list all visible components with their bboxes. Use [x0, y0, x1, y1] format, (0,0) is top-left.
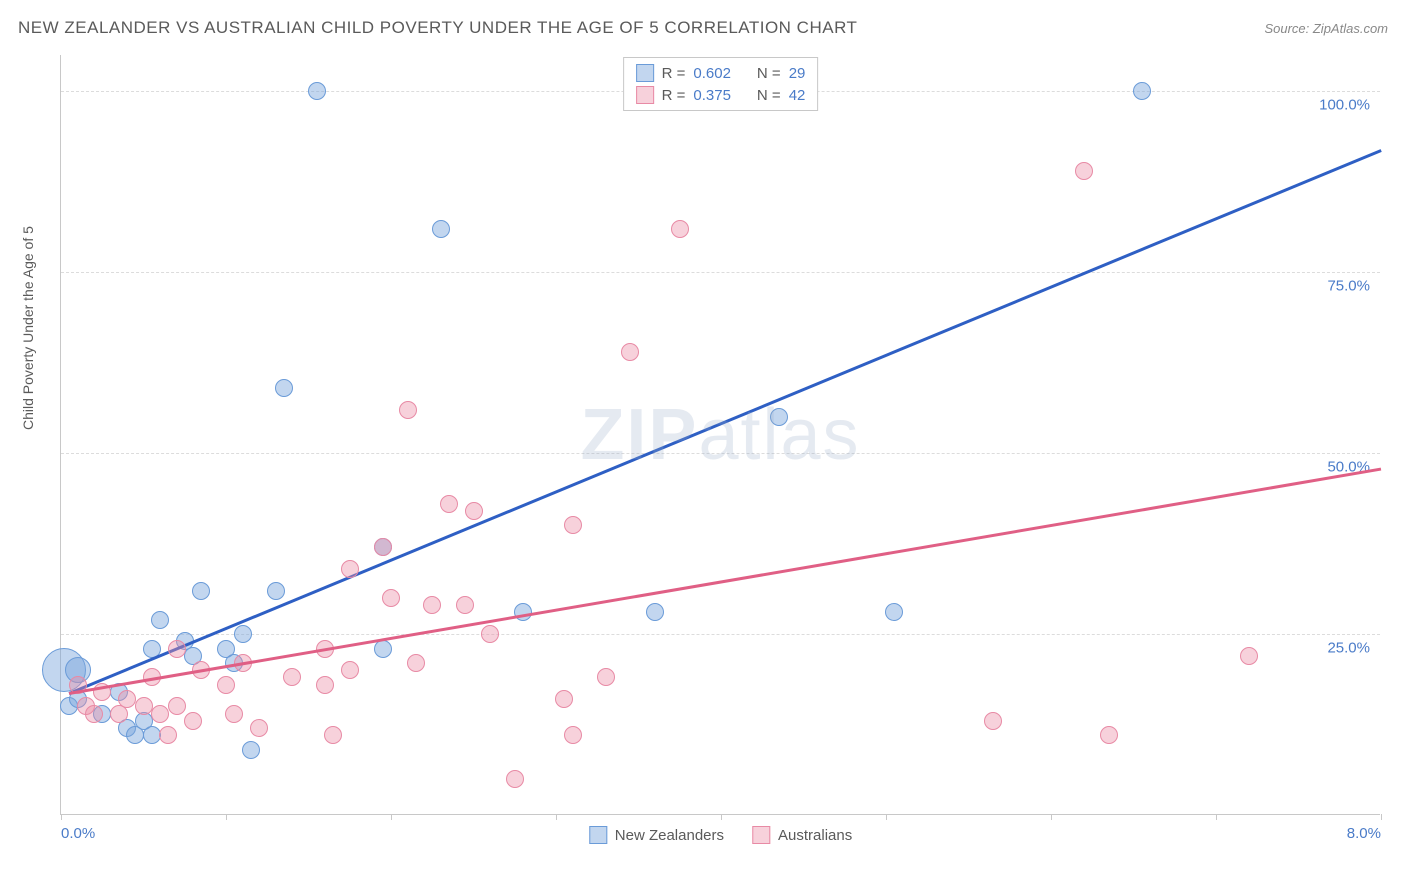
gridline [61, 634, 1380, 635]
legend-item-au: Australians [752, 826, 852, 844]
y-tick-label: 25.0% [1327, 640, 1370, 657]
gridline [61, 453, 1380, 454]
scatter-point [308, 82, 326, 100]
scatter-point [465, 502, 483, 520]
source-attribution: Source: ZipAtlas.com [1264, 21, 1388, 36]
x-tick [61, 814, 62, 820]
scatter-point [143, 726, 161, 744]
scatter-point [399, 401, 417, 419]
scatter-point [382, 589, 400, 607]
scatter-point [242, 741, 260, 759]
scatter-point [234, 625, 252, 643]
r-value-au: 0.375 [693, 87, 731, 104]
y-tick-label: 75.0% [1327, 278, 1370, 295]
scatter-point [440, 495, 458, 513]
plot-area: ZIPatlas R = 0.602 N = 29 R = 0.375 N = … [60, 55, 1380, 815]
scatter-point [168, 640, 186, 658]
x-tick [1051, 814, 1052, 820]
scatter-point [168, 697, 186, 715]
scatter-point [374, 538, 392, 556]
y-axis-label: Child Poverty Under the Age of 5 [20, 226, 36, 430]
scatter-point [151, 705, 169, 723]
scatter-point [267, 582, 285, 600]
scatter-point [407, 654, 425, 672]
r-value-nz: 0.602 [693, 65, 731, 82]
scatter-point [597, 668, 615, 686]
legend-label-au: Australians [778, 827, 852, 844]
scatter-point [135, 697, 153, 715]
gridline [61, 272, 1380, 273]
scatter-point [283, 668, 301, 686]
scatter-point [646, 603, 664, 621]
y-tick-label: 100.0% [1319, 97, 1370, 114]
scatter-point [118, 690, 136, 708]
x-tick [226, 814, 227, 820]
scatter-point [85, 705, 103, 723]
scatter-point [316, 676, 334, 694]
x-tick-label: 8.0% [1347, 825, 1381, 842]
legend-swatch-nz [636, 64, 654, 82]
scatter-point [159, 726, 177, 744]
scatter-point [885, 603, 903, 621]
scatter-point [341, 661, 359, 679]
watermark-bold: ZIP [580, 395, 698, 475]
legend-label-nz: New Zealanders [615, 827, 724, 844]
scatter-point [184, 712, 202, 730]
scatter-point [225, 705, 243, 723]
scatter-point [456, 596, 474, 614]
legend-swatch-nz [589, 826, 607, 844]
correlation-row-au: R = 0.375 N = 42 [636, 84, 806, 106]
legend-swatch-au [752, 826, 770, 844]
scatter-point [374, 640, 392, 658]
scatter-point [671, 220, 689, 238]
r-label: R = [662, 65, 686, 82]
scatter-point [250, 719, 268, 737]
title-bar: NEW ZEALANDER VS AUSTRALIAN CHILD POVERT… [18, 18, 1388, 38]
x-tick [1216, 814, 1217, 820]
r-label: R = [662, 87, 686, 104]
x-tick [886, 814, 887, 820]
trend-line [69, 468, 1381, 695]
scatter-point [275, 379, 293, 397]
scatter-point [192, 582, 210, 600]
scatter-point [423, 596, 441, 614]
scatter-point [555, 690, 573, 708]
correlation-legend: R = 0.602 N = 29 R = 0.375 N = 42 [623, 57, 819, 111]
scatter-point [341, 560, 359, 578]
n-label: N = [757, 87, 781, 104]
watermark-light: atlas [698, 395, 860, 475]
n-value-au: 42 [789, 87, 806, 104]
series-legend: New Zealanders Australians [589, 826, 852, 844]
scatter-point [1240, 647, 1258, 665]
scatter-point [564, 726, 582, 744]
x-tick [1381, 814, 1382, 820]
x-tick-label: 0.0% [61, 825, 95, 842]
scatter-point [1100, 726, 1118, 744]
scatter-point [324, 726, 342, 744]
scatter-point [1075, 162, 1093, 180]
scatter-point [1133, 82, 1151, 100]
x-tick [721, 814, 722, 820]
legend-item-nz: New Zealanders [589, 826, 724, 844]
correlation-row-nz: R = 0.602 N = 29 [636, 62, 806, 84]
scatter-point [770, 408, 788, 426]
trend-line [69, 149, 1382, 694]
scatter-point [984, 712, 1002, 730]
x-tick [556, 814, 557, 820]
scatter-point [621, 343, 639, 361]
scatter-point [481, 625, 499, 643]
legend-swatch-au [636, 86, 654, 104]
n-value-nz: 29 [789, 65, 806, 82]
x-tick [391, 814, 392, 820]
scatter-point [217, 676, 235, 694]
scatter-point [564, 516, 582, 534]
scatter-point [432, 220, 450, 238]
scatter-point [151, 611, 169, 629]
chart-title: NEW ZEALANDER VS AUSTRALIAN CHILD POVERT… [18, 18, 857, 38]
scatter-point [506, 770, 524, 788]
n-label: N = [757, 65, 781, 82]
